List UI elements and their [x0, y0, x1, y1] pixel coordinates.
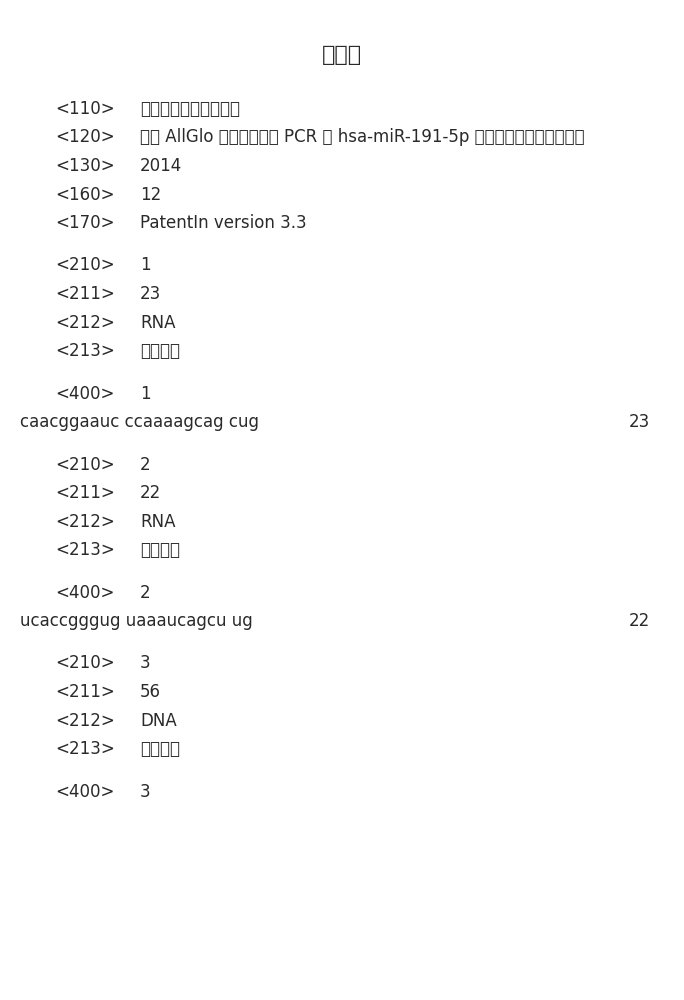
- Text: 2014: 2014: [140, 157, 182, 175]
- Text: caacggaauc ccaaaagcag cug: caacggaauc ccaaaagcag cug: [20, 413, 259, 431]
- Text: <170>: <170>: [55, 214, 115, 232]
- Text: 12: 12: [140, 186, 161, 204]
- Text: 2: 2: [140, 584, 150, 602]
- Text: 人工序列: 人工序列: [140, 342, 180, 360]
- Text: <210>: <210>: [55, 655, 115, 673]
- Text: <212>: <212>: [55, 712, 115, 730]
- Text: <120>: <120>: [55, 128, 115, 146]
- Text: 22: 22: [629, 612, 650, 630]
- Text: 1: 1: [140, 256, 150, 274]
- Text: RNA: RNA: [140, 513, 176, 531]
- Text: <130>: <130>: [55, 157, 115, 175]
- Text: <213>: <213>: [55, 740, 115, 758]
- Text: <160>: <160>: [55, 186, 115, 204]
- Text: <400>: <400>: [55, 783, 114, 801]
- Text: RNA: RNA: [140, 314, 176, 332]
- Text: DNA: DNA: [140, 712, 176, 730]
- Text: 2: 2: [140, 456, 150, 474]
- Text: 基于 AllGlo 探针荧光定量 PCR 的 hsa-miR-191-5p 检测试剂盒及其检测方法: 基于 AllGlo 探针荧光定量 PCR 的 hsa-miR-191-5p 检测…: [140, 128, 585, 146]
- Text: <211>: <211>: [55, 683, 115, 701]
- Text: 序列表: 序列表: [322, 45, 362, 65]
- Text: 厦门大学附属中山医院: 厦门大学附属中山医院: [140, 100, 240, 118]
- Text: 23: 23: [140, 285, 161, 303]
- Text: <211>: <211>: [55, 285, 115, 303]
- Text: <400>: <400>: [55, 385, 114, 403]
- Text: ucaccgggug uaaaucagcu ug: ucaccgggug uaaaucagcu ug: [20, 612, 253, 630]
- Text: 3: 3: [140, 655, 150, 673]
- Text: <110>: <110>: [55, 100, 115, 118]
- Text: 22: 22: [140, 484, 161, 502]
- Text: <213>: <213>: [55, 541, 115, 559]
- Text: 1: 1: [140, 385, 150, 403]
- Text: 人工序列: 人工序列: [140, 740, 180, 758]
- Text: <211>: <211>: [55, 484, 115, 502]
- Text: 56: 56: [140, 683, 161, 701]
- Text: PatentIn version 3.3: PatentIn version 3.3: [140, 214, 306, 232]
- Text: <400>: <400>: [55, 584, 114, 602]
- Text: <212>: <212>: [55, 314, 115, 332]
- Text: <212>: <212>: [55, 513, 115, 531]
- Text: 23: 23: [629, 413, 650, 431]
- Text: <210>: <210>: [55, 456, 115, 474]
- Text: <213>: <213>: [55, 342, 115, 360]
- Text: 3: 3: [140, 783, 150, 801]
- Text: 人工序列: 人工序列: [140, 541, 180, 559]
- Text: <210>: <210>: [55, 256, 115, 274]
